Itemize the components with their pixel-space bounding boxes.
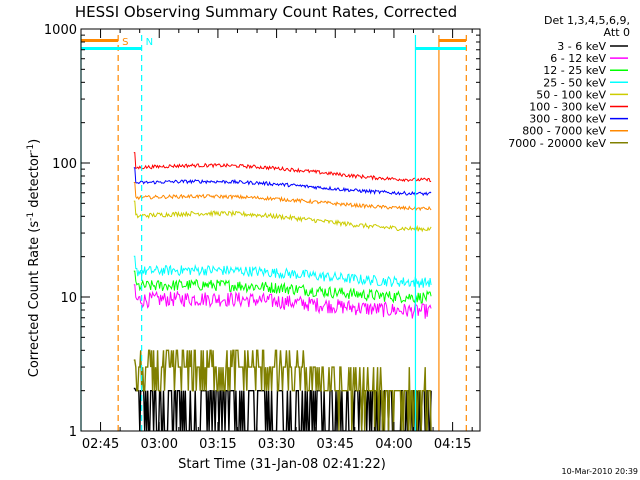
series-line — [133, 387, 432, 431]
legend-label: 800 - 7000 keV — [522, 125, 606, 138]
chart-title: HESSI Observing Summary Count Rates, Cor… — [75, 3, 457, 21]
series-line — [133, 270, 432, 304]
x-tick-label: 02:45 — [82, 437, 119, 452]
legend-header: Att 0 — [604, 26, 630, 39]
x-tick-label: 03:45 — [317, 437, 354, 452]
x-axis-label: Start Time (31-Jan-08 02:41:22) — [178, 457, 386, 472]
marker-label: N — [146, 37, 153, 48]
ylabel-main: Corrected Count Rate (s — [27, 221, 42, 378]
x-tick-label: 03:30 — [258, 437, 295, 452]
x-tick-label: 04:00 — [375, 437, 412, 452]
legend-header: Det 1,3,4,5,6,9, — [544, 14, 630, 27]
y-tick-label: 100 — [52, 157, 77, 172]
series-line — [133, 167, 432, 197]
legend-label: 300 - 800 keV — [529, 113, 606, 126]
cyan-status-bar-left — [81, 47, 142, 50]
orange-status-bar-left — [81, 39, 119, 42]
y-tick-label: 1000 — [44, 23, 77, 38]
ylabel-sup1: -1 — [26, 212, 36, 221]
legend-label: 6 - 12 keV — [550, 52, 606, 65]
legend-label: 3 - 6 keV — [557, 40, 606, 53]
legend-label: 25 - 50 keV — [543, 76, 606, 89]
series-line — [133, 255, 432, 288]
marker-label: S — [122, 37, 128, 48]
series-line — [133, 152, 432, 183]
x-tick-label: 03:15 — [199, 437, 236, 452]
y-axis-label: Corrected Count Rate (s-1 detector-1) — [26, 139, 42, 377]
x-tick-label: 04:15 — [434, 437, 471, 452]
series-line — [133, 200, 432, 233]
series-group — [133, 152, 432, 431]
orange-status-bar-right — [438, 39, 466, 42]
legend-label: 12 - 25 keV — [543, 64, 606, 77]
y-tick-label: 1 — [69, 425, 77, 440]
series-line — [133, 284, 432, 319]
series-line — [133, 182, 432, 212]
svg-text:Corrected Count Rate (s-1 dete: Corrected Count Rate (s-1 detector-1) — [26, 139, 42, 377]
ylabel-end: ) — [27, 139, 42, 144]
ylabel-sup2: -1 — [26, 144, 36, 153]
series-line — [133, 349, 432, 431]
x-tick-label: 03:00 — [141, 437, 178, 452]
axes: 1 10 100 1000 02:45 03:00 03:15 03:30 03:45 04:00… — [44, 23, 481, 452]
ylabel-mid: detector — [27, 152, 42, 212]
cyan-status-bar-right — [415, 47, 466, 50]
plot-frame — [80, 28, 481, 432]
legend-label: 7000 - 20000 keV — [508, 137, 606, 150]
footer-timestamp: 10-Mar-2010 20:39 — [562, 467, 639, 476]
legend-label: 100 - 300 keV — [529, 101, 606, 114]
y-tick-label: 10 — [60, 291, 77, 306]
legend-label: 50 - 100 keV — [536, 88, 606, 101]
